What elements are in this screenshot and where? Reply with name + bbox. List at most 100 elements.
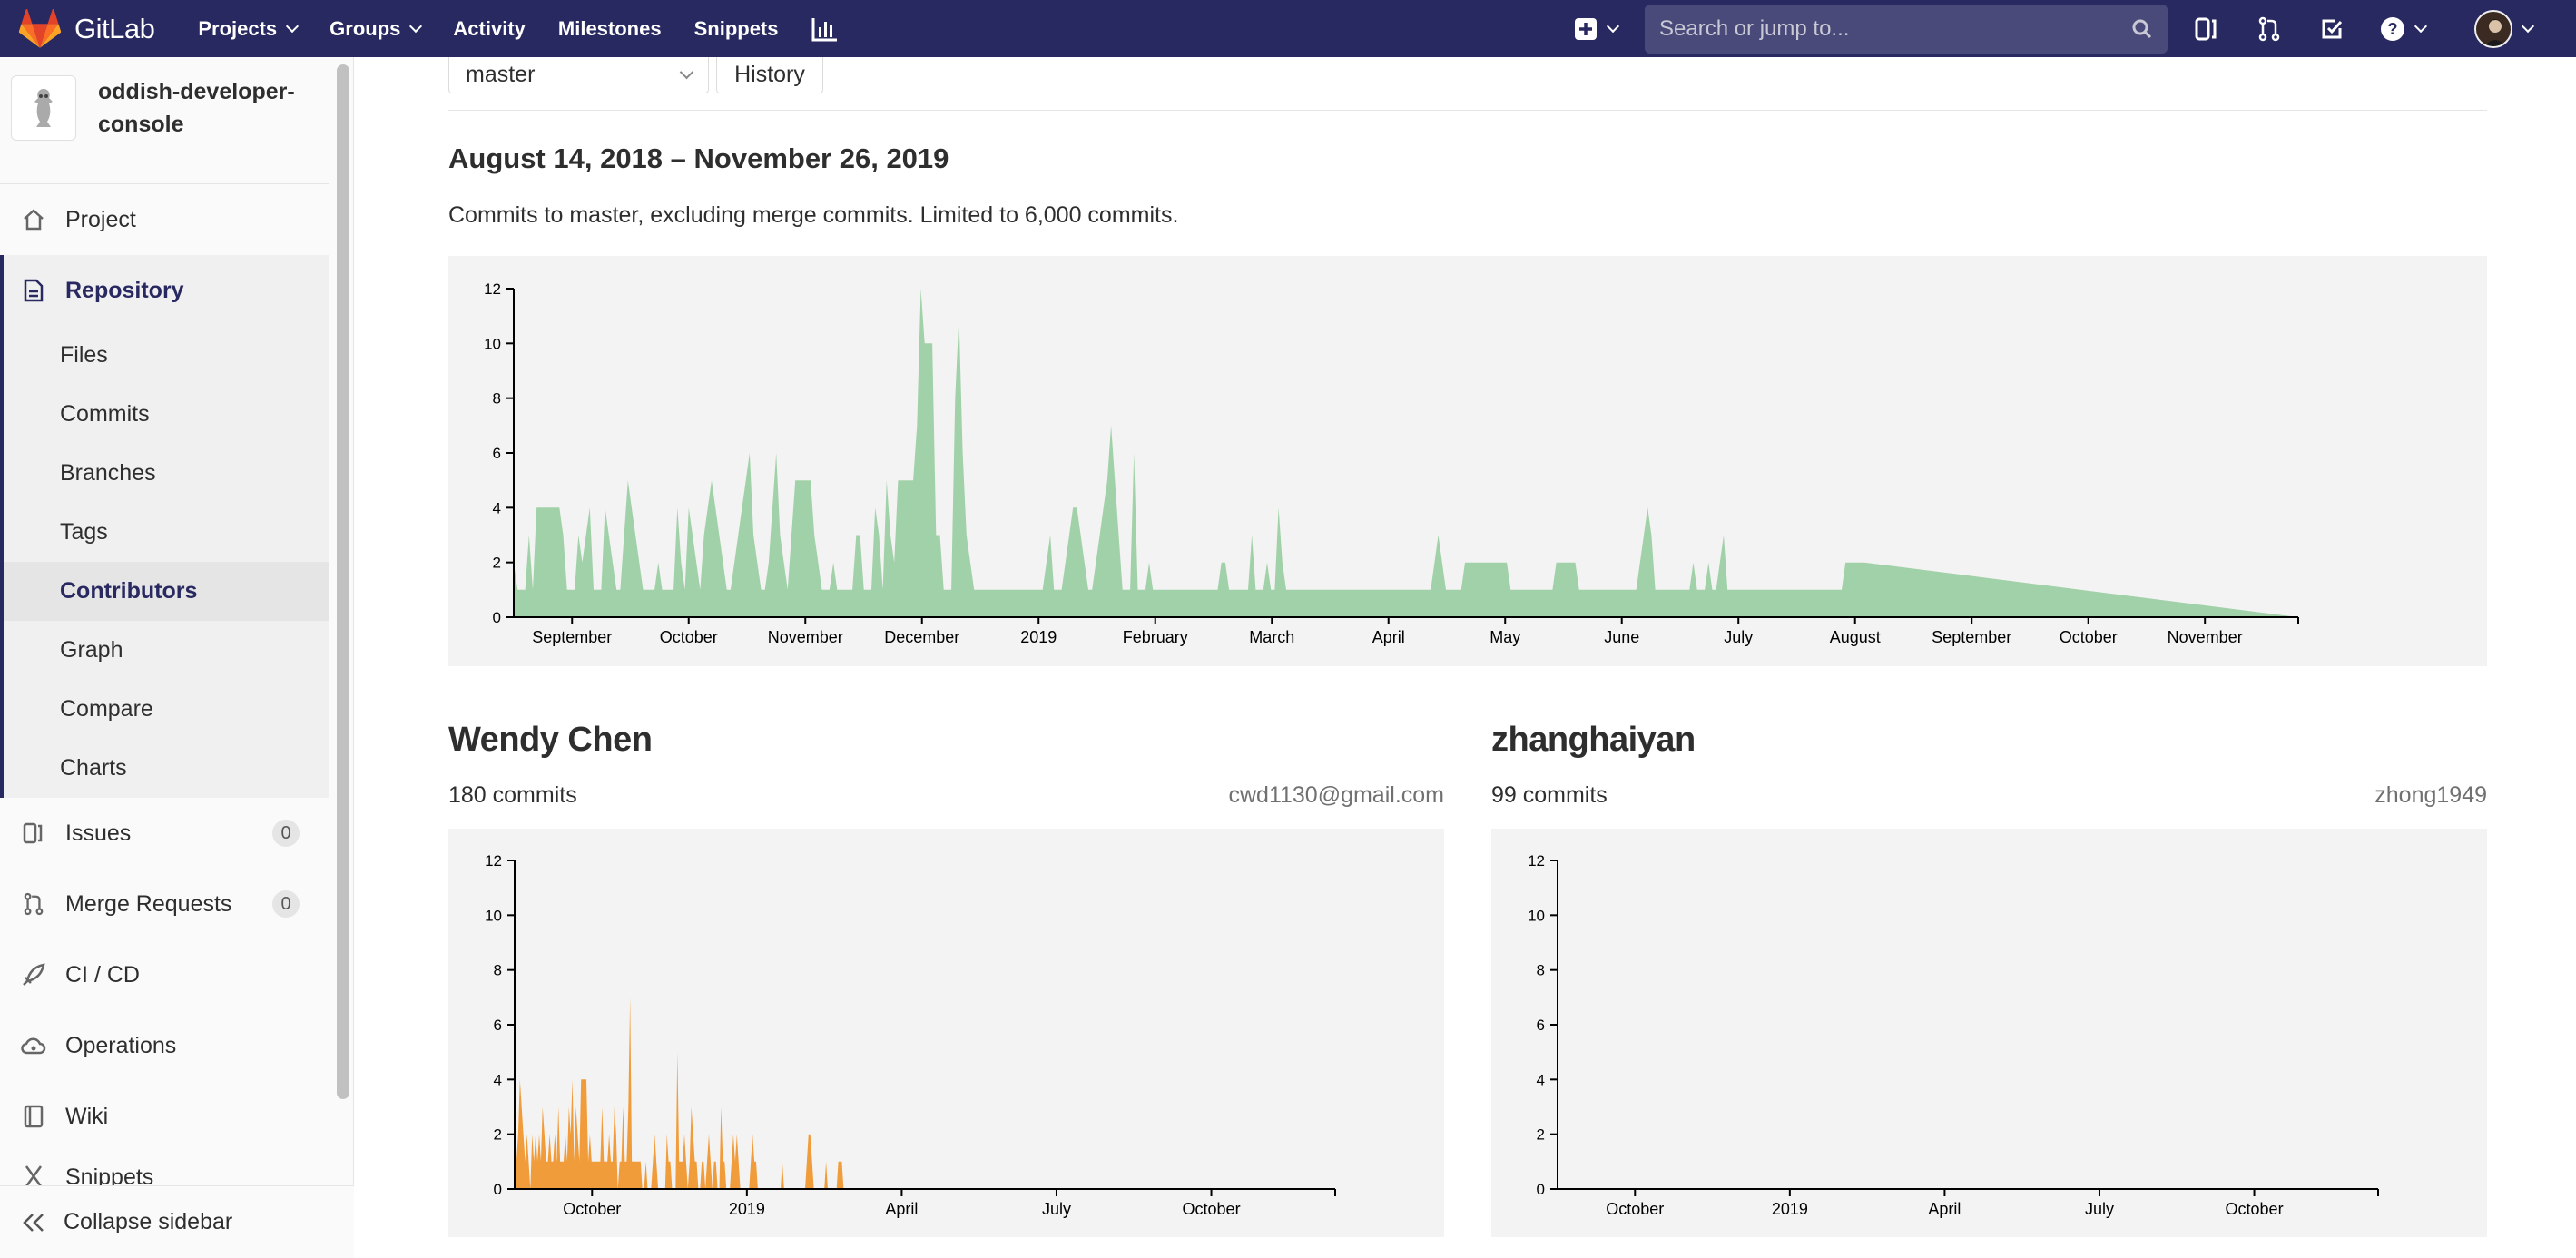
search-placeholder: Search or jump to... (1659, 15, 1850, 41)
brand-name: GitLab (74, 12, 155, 44)
history-button[interactable]: History (716, 57, 823, 93)
x-tick-label: June (1604, 628, 1639, 646)
gitlab-logo-icon (18, 8, 62, 48)
y-tick-label: 8 (494, 962, 502, 979)
sidebar-item-merge-requests[interactable]: Merge Requests 0 (0, 869, 329, 939)
issues-icon (20, 822, 47, 844)
contributor-commit-count: 180 commits (448, 782, 577, 808)
collapse-sidebar-button[interactable]: Collapse sidebar (0, 1185, 354, 1258)
commits-area (515, 997, 1335, 1189)
contributor-commits-svg: 0 2 4 6 8 10 12 October 2019 April July October (485, 852, 1336, 1218)
gitlab-home-link[interactable]: GitLab (18, 0, 155, 57)
sidebar-subitem-graph[interactable]: Graph (60, 637, 123, 663)
nav-milestones[interactable]: Milestones (558, 17, 662, 41)
branch-selector[interactable]: master (448, 57, 709, 93)
user-menu[interactable] (2474, 9, 2535, 48)
sidebar-item-project[interactable]: Project (0, 184, 329, 255)
sidebar-subitem-charts[interactable]: Charts (60, 755, 127, 781)
x-tick-label: April (885, 1200, 918, 1218)
cloud-gear-icon (20, 1035, 47, 1057)
analytics-icon[interactable] (811, 16, 839, 42)
issues-icon[interactable] (2195, 16, 2218, 42)
sidebar-project-header[interactable]: oddish-developer-console (0, 57, 329, 184)
sidebar-item-repository[interactable]: Repository (4, 255, 329, 326)
sidebar-item-label: Merge Requests (65, 890, 232, 917)
x-tick-label: March (1249, 628, 1294, 646)
x-tick-label: July (1042, 1200, 1071, 1218)
contributor-commits-chart: 0 2 4 6 8 10 12 October 2019 April July October (448, 829, 1444, 1237)
commits-description: Commits to master, excluding merge commi… (448, 202, 1179, 228)
chevron-down-icon (409, 19, 423, 33)
sidebar-item-issues[interactable]: Issues 0 (0, 798, 329, 869)
y-tick-label: 0 (1537, 1181, 1545, 1198)
rocket-icon (20, 963, 47, 987)
contributor-email: zhong1949 (2374, 782, 2487, 808)
help-icon: ? (2381, 16, 2404, 41)
contributors-toolbar: master History (448, 57, 2487, 111)
collapse-sidebar-label: Collapse sidebar (64, 1209, 233, 1234)
x-tick-label: 2019 (1020, 628, 1057, 646)
sidebar-subitem-compare[interactable]: Compare (60, 696, 153, 722)
x-tick-label: May (1490, 628, 1520, 646)
nav-snippets-label: Snippets (693, 16, 779, 40)
new-item-dropdown[interactable] (1574, 17, 1620, 41)
sidebar-item-label: Repository (65, 277, 184, 303)
merge-request-icon[interactable] (2258, 15, 2280, 43)
x-tick-label: July (1724, 628, 1753, 646)
sidebar-subitem-branches[interactable]: Branches (60, 460, 156, 486)
nav-projects-label: Projects (198, 16, 278, 40)
x-tick-label: 2019 (729, 1200, 765, 1218)
help-dropdown[interactable]: ? (2380, 16, 2428, 42)
search-input[interactable]: Search or jump to... (1645, 4, 2168, 54)
chevron-down-icon (1606, 19, 1620, 33)
chevron-down-icon (2521, 19, 2535, 33)
issues-count-badge: 0 (272, 820, 300, 847)
x-tick-label: February (1123, 628, 1188, 646)
contributor-commits-chart: 0 2 4 6 8 10 12 October 2019 April July October (1491, 829, 2487, 1237)
contributor-meta: 99 commits zhong1949 (1491, 782, 2487, 809)
contributors-list: Wendy Chen 180 commits cwd1130@gmail.com… (448, 721, 2487, 1237)
x-tick-label: October (563, 1200, 621, 1218)
project-avatar (11, 75, 76, 141)
project-sidebar: oddish-developer-console Project Reposit… (0, 57, 354, 1258)
project-name: oddish-developer-console (98, 79, 295, 137)
x-tick-label: October (2060, 628, 2118, 646)
x-tick-label: November (2168, 628, 2243, 646)
chevron-down-icon (679, 64, 694, 80)
sidebar-item-label: Issues (65, 820, 132, 846)
contributor-email: cwd1130@gmail.com (1228, 782, 1444, 808)
sidebar-subitem-contributors[interactable]: Contributors (4, 562, 329, 621)
contributor-meta: 180 commits cwd1130@gmail.com (448, 782, 1444, 809)
x-tick-label: October (660, 628, 718, 646)
y-tick-label: 2 (1537, 1126, 1545, 1144)
y-tick-label: 10 (1528, 907, 1545, 924)
x-tick-label: October (1183, 1200, 1241, 1218)
sidebar-scrollbar[interactable] (337, 64, 349, 1099)
y-tick-label: 12 (1528, 852, 1545, 870)
top-navbar: GitLab Projects Groups Activity Mileston… (0, 0, 2576, 57)
y-tick-label: 6 (493, 445, 501, 462)
sidebar-subitem-commits[interactable]: Commits (60, 401, 150, 427)
sidebar-item-cicd[interactable]: CI / CD (0, 939, 329, 1010)
book-icon (20, 1105, 47, 1128)
nav-snippets[interactable]: Snippets (694, 17, 779, 41)
y-tick-label: 6 (1537, 1017, 1545, 1034)
y-tick-label: 2 (494, 1126, 502, 1144)
todos-icon[interactable] (2320, 17, 2344, 41)
y-tick-label: 0 (493, 609, 501, 626)
sidebar-subitem-files[interactable]: Files (60, 342, 108, 368)
navbar-right: Search or jump to... ? (1574, 0, 2576, 57)
sidebar-subitem-tags[interactable]: Tags (60, 519, 108, 545)
sidebar-item-label: Project (65, 206, 136, 232)
y-tick-label: 12 (484, 280, 501, 298)
y-tick-label: 4 (493, 499, 501, 516)
sidebar-item-wiki[interactable]: Wiki (0, 1081, 329, 1152)
nav-groups[interactable]: Groups (329, 17, 423, 41)
y-tick-label: 10 (485, 907, 502, 924)
y-tick-label: 2 (493, 555, 501, 572)
nav-projects[interactable]: Projects (198, 16, 300, 41)
sidebar-item-operations[interactable]: Operations (0, 1010, 329, 1081)
nav-activity[interactable]: Activity (453, 17, 525, 41)
x-tick-label: July (2085, 1200, 2114, 1218)
contributor-name: zhanghaiyan (1491, 721, 1696, 759)
